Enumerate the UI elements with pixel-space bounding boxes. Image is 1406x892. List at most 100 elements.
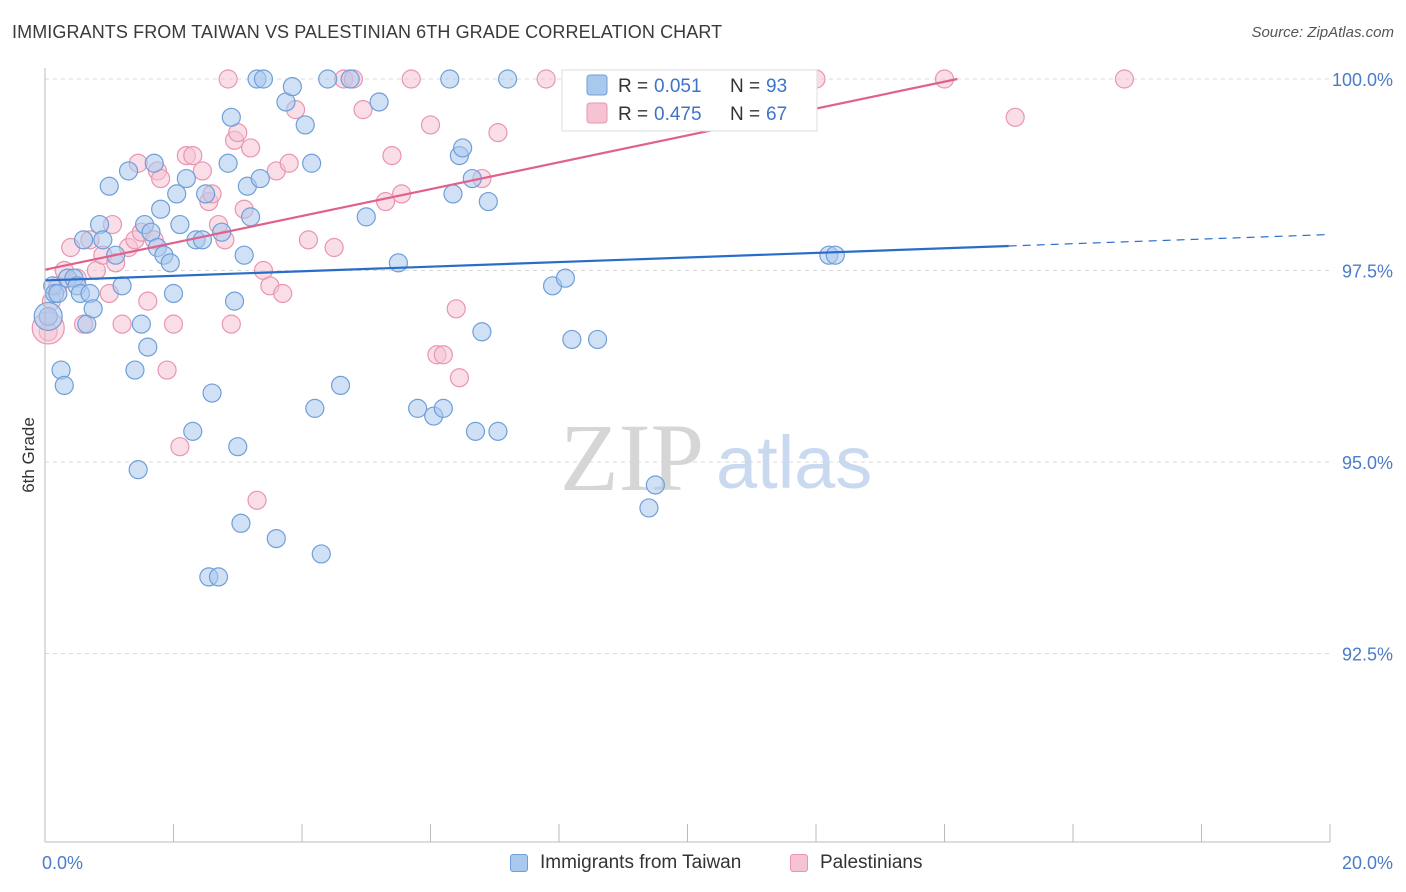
palestinian-point	[112, 314, 132, 334]
taiwan-point	[131, 314, 151, 334]
taiwan-point	[218, 153, 238, 173]
taiwan-point	[433, 398, 453, 418]
taiwan-point	[33, 301, 63, 332]
palestinian-point	[934, 69, 955, 89]
taiwan-point	[224, 291, 245, 311]
legend-bottom: Immigrants from Taiwan Palestinians	[0, 852, 1406, 878]
taiwan-point	[54, 375, 74, 395]
taiwan-point	[266, 528, 286, 549]
legend-swatch-taiwan-bottom	[510, 854, 528, 872]
taiwan-point	[369, 92, 389, 112]
taiwan-point	[228, 437, 248, 457]
palestinian-point	[449, 368, 470, 388]
taiwan-point	[93, 230, 113, 250]
taiwan-point	[144, 153, 164, 173]
legend-n-label-taiwan: N =	[730, 76, 760, 97]
watermark-zip: ZIP	[560, 404, 704, 511]
taiwan-point	[125, 360, 145, 380]
taiwan-point	[443, 184, 463, 204]
palestinian-point	[163, 314, 184, 334]
taiwan-point	[231, 513, 251, 533]
palestinian-point	[1005, 107, 1025, 127]
taiwan-point	[478, 191, 498, 212]
taiwan-point	[498, 69, 518, 89]
legend-r-label-palestinians: R =	[618, 104, 648, 125]
legend-label-palestinians: Palestinians	[820, 852, 923, 873]
palestinian-point	[157, 360, 177, 380]
taiwan-point	[282, 77, 302, 97]
taiwan-point	[241, 207, 261, 227]
taiwan-point	[73, 230, 94, 250]
palestinian-point	[218, 69, 238, 89]
taiwan-point	[176, 168, 196, 189]
palestinian-point	[536, 69, 556, 89]
taiwan-point	[192, 230, 213, 250]
taiwan-point	[555, 268, 576, 288]
legend-n-value-palestinians: 67	[766, 104, 787, 125]
legend-swatch-palestinians-bottom	[790, 854, 808, 872]
taiwan-point	[221, 107, 241, 127]
palestinian-point	[324, 237, 344, 258]
palestinian-point	[375, 191, 396, 212]
palestinian-point	[183, 146, 203, 166]
watermark-atlas: atlas	[716, 421, 872, 504]
taiwan-point	[234, 245, 254, 265]
taiwan-point	[645, 475, 665, 495]
palestinian-point	[433, 345, 453, 365]
legend-label-taiwan: Immigrants from Taiwan	[540, 852, 742, 873]
taiwan-point	[163, 283, 184, 304]
taiwan-point	[302, 153, 322, 173]
x-tick-label: 0.0%	[42, 853, 83, 873]
legend-inset: R = 0.051 N = 93 R = 0.475 N = 67	[561, 69, 818, 132]
palestinian-point	[279, 153, 299, 173]
y-tick-label: 100.0%	[1332, 70, 1393, 90]
taiwan-point	[305, 398, 325, 418]
source-label: Source: ZipAtlas.com	[1251, 24, 1394, 41]
taiwan-point	[408, 398, 428, 418]
legend-n-label-palestinians: N =	[730, 104, 760, 125]
palestinian-point	[382, 146, 402, 166]
palestinian-point	[247, 490, 267, 510]
palestinian-point	[241, 138, 261, 158]
palestinian-point	[488, 123, 508, 143]
taiwan-point	[562, 329, 582, 350]
palestinian-point	[401, 69, 421, 89]
taiwan-point	[330, 375, 351, 395]
taiwan-points	[33, 69, 845, 587]
taiwan-point	[202, 383, 222, 403]
taiwan-point	[160, 253, 180, 273]
taiwan-point	[465, 421, 486, 441]
palestinian-point	[1114, 69, 1135, 89]
taiwan-point	[83, 299, 103, 319]
taiwan-point	[128, 460, 148, 480]
taiwan-point	[311, 544, 331, 564]
taiwan-point	[356, 207, 376, 227]
taiwan-point	[318, 69, 338, 89]
legend-n-value-taiwan: 93	[766, 76, 787, 97]
taiwan-point	[183, 421, 203, 441]
taiwan-point	[639, 498, 659, 518]
palestinian-point	[273, 283, 293, 304]
taiwan-point	[453, 138, 473, 158]
taiwan-point	[196, 184, 216, 204]
taiwan-point	[472, 322, 492, 342]
taiwan-point	[138, 337, 158, 357]
x-tick-label: 20.0%	[1342, 853, 1393, 873]
taiwan-point	[253, 69, 274, 89]
palestinian-point	[170, 437, 190, 457]
taiwan-point	[250, 168, 270, 189]
taiwan-trend-line-extension	[1008, 233, 1331, 247]
palestinian-point	[353, 100, 373, 120]
y-tick-label: 95.0%	[1342, 453, 1393, 473]
taiwan-trend-line	[44, 244, 1009, 282]
legend-swatch-palestinians	[586, 102, 608, 124]
legend-r-value-palestinians: 0.475	[654, 104, 702, 125]
palestinian-point	[298, 230, 319, 250]
legend-r-label-taiwan: R =	[618, 76, 648, 97]
taiwan-point	[825, 245, 845, 265]
taiwan-point	[170, 214, 190, 235]
y-tick-label: 97.5%	[1342, 262, 1393, 282]
legend-item-palestinians: Palestinians	[790, 852, 922, 874]
palestinian-point	[138, 291, 158, 311]
